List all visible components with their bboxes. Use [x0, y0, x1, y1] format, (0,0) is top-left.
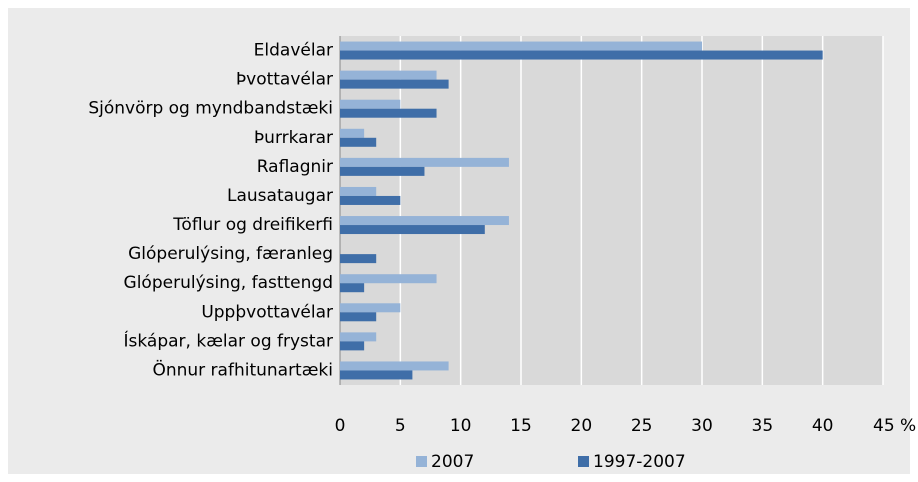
y-tick-label: Glóperulýsing, færanleg	[128, 244, 333, 264]
bar	[340, 79, 449, 89]
bar	[340, 108, 437, 118]
bar	[340, 216, 509, 226]
bar	[340, 303, 401, 313]
x-tick-label: 10	[450, 416, 472, 436]
plot-area	[340, 36, 883, 385]
x-tick-label: 0	[335, 416, 346, 436]
y-tick-label: Önnur rafhitunartæki	[152, 358, 333, 380]
y-tick-label: Sjónvörp og myndbandstæki	[88, 99, 333, 119]
bar	[340, 254, 377, 264]
y-tick-label: Töflur og dreifikerfi	[172, 215, 333, 235]
y-tick-label: Glóperulýsing, fasttengd	[124, 273, 333, 293]
legend-label: 2007	[431, 452, 474, 472]
bar	[340, 341, 365, 351]
legend-swatch	[578, 456, 589, 467]
bar	[340, 137, 377, 147]
y-tick-label: Lausataugar	[227, 186, 333, 206]
bar	[340, 283, 365, 293]
bar	[340, 41, 702, 51]
bar	[340, 274, 437, 284]
y-tick-label: Eldavélar	[254, 41, 333, 61]
bar	[340, 361, 449, 371]
legend-swatch	[416, 456, 427, 467]
bar	[340, 370, 413, 380]
bar	[340, 99, 401, 109]
bar	[340, 128, 365, 138]
y-tick-label: Raflagnir	[257, 157, 333, 177]
y-tick-label: Þurrkarar	[254, 128, 333, 148]
y-tick-label: Ískápar, kælar og frystar	[124, 329, 333, 351]
legend-label: 1997-2007	[593, 452, 686, 472]
x-tick-label: 30	[691, 416, 713, 436]
bar	[340, 70, 437, 80]
x-tick-label: 35	[752, 416, 774, 436]
bar	[340, 50, 823, 60]
x-tick-label: 45 %	[873, 416, 916, 436]
bar	[340, 195, 401, 205]
x-tick-label: 40	[812, 416, 834, 436]
bar	[340, 312, 377, 322]
bar	[340, 157, 509, 167]
x-tick-label: 15	[510, 416, 532, 436]
y-tick-label: Þvottavélar	[236, 70, 333, 90]
x-tick-label: 5	[395, 416, 406, 436]
x-tick-label: 25	[631, 416, 653, 436]
bar	[340, 186, 377, 196]
y-tick-label: Uppþvottavélar	[201, 302, 333, 322]
bar	[340, 225, 485, 235]
bar	[340, 166, 425, 176]
bar	[340, 332, 377, 342]
x-tick-label: 20	[571, 416, 593, 436]
